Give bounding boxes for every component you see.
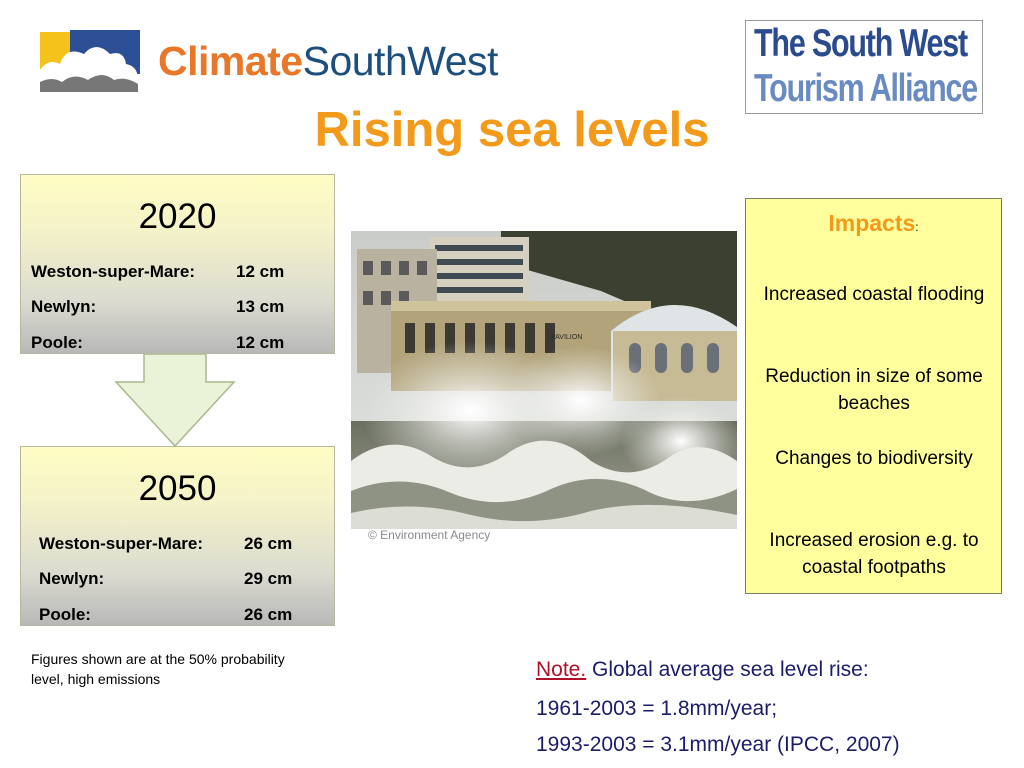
note-text: Global average sea level rise: [586,658,869,681]
tourism-logo-line1: The South West [754,22,968,65]
figures-footnote: Figures shown are at the 50% probability… [31,651,285,687]
year-box-2020: 2020 Weston-super-Mare: 12 cm Newlyn: 13… [20,174,335,354]
impact-item: Increased erosion e.g. to coastal footpa… [769,530,979,578]
impact-item: Increased coastal flooding [763,284,985,305]
sun-cloud-icon [40,30,140,94]
note-label: Note. [536,658,587,681]
sea-level-value: 12 cm [236,262,285,281]
place-name: Newlyn: [39,569,105,588]
impact-item: Reduction in size of some beaches [765,366,983,414]
photo-credit: © Environment Agency [368,528,491,542]
climate-text: Climate [158,38,303,84]
impacts-heading: Impacts: [746,210,1001,237]
storm-waves-photo: PAVILION [351,231,737,529]
sea-level-value: 13 cm [236,297,285,316]
note-line-3: 1993-2003 = 3.1mm/year (IPCC, 2007) [536,733,900,756]
impact-item: Changes to biodiversity [775,448,973,469]
climate-southwest-logo: ClimateSouthWest [40,30,500,94]
impacts-box: Impacts: Increased coastal flooding Redu… [745,198,1002,594]
down-arrow-icon [114,354,236,448]
sea-level-value: 26 cm [244,534,293,553]
pavilion-sign: PAVILION [551,334,582,341]
tourism-logo-line2: Tourism Alliance [754,67,978,110]
impacts-heading-colon: : [915,220,919,234]
place-name: Poole: [31,333,83,352]
sea-level-value: 26 cm [244,605,293,624]
place-name: Newlyn: [31,297,97,316]
note-line-2: 1961-2003 = 1.8mm/year; [536,697,778,720]
southwest-text: SouthWest [302,38,499,84]
sea-level-value: 12 cm [236,333,285,352]
year-box-2050: 2050 Weston-super-Mare: 26 cm Newlyn: 29… [20,446,335,626]
year-label: 2020 [138,197,217,236]
climate-southwest-wordmark: ClimateSouthWest [158,38,498,85]
place-name: Poole: [39,605,91,624]
place-name: Weston-super-Mare: [31,262,196,281]
tourism-alliance-logo: The South West Tourism Alliance [745,20,983,114]
note-line-1: Note. Global average sea level rise: [536,658,869,682]
sea-level-value: 29 cm [244,569,293,588]
place-name: Weston-super-Mare: [39,534,204,553]
impacts-heading-text: Impacts [828,210,916,236]
year-label: 2050 [138,469,217,508]
page-title: Rising sea levels [314,103,710,157]
